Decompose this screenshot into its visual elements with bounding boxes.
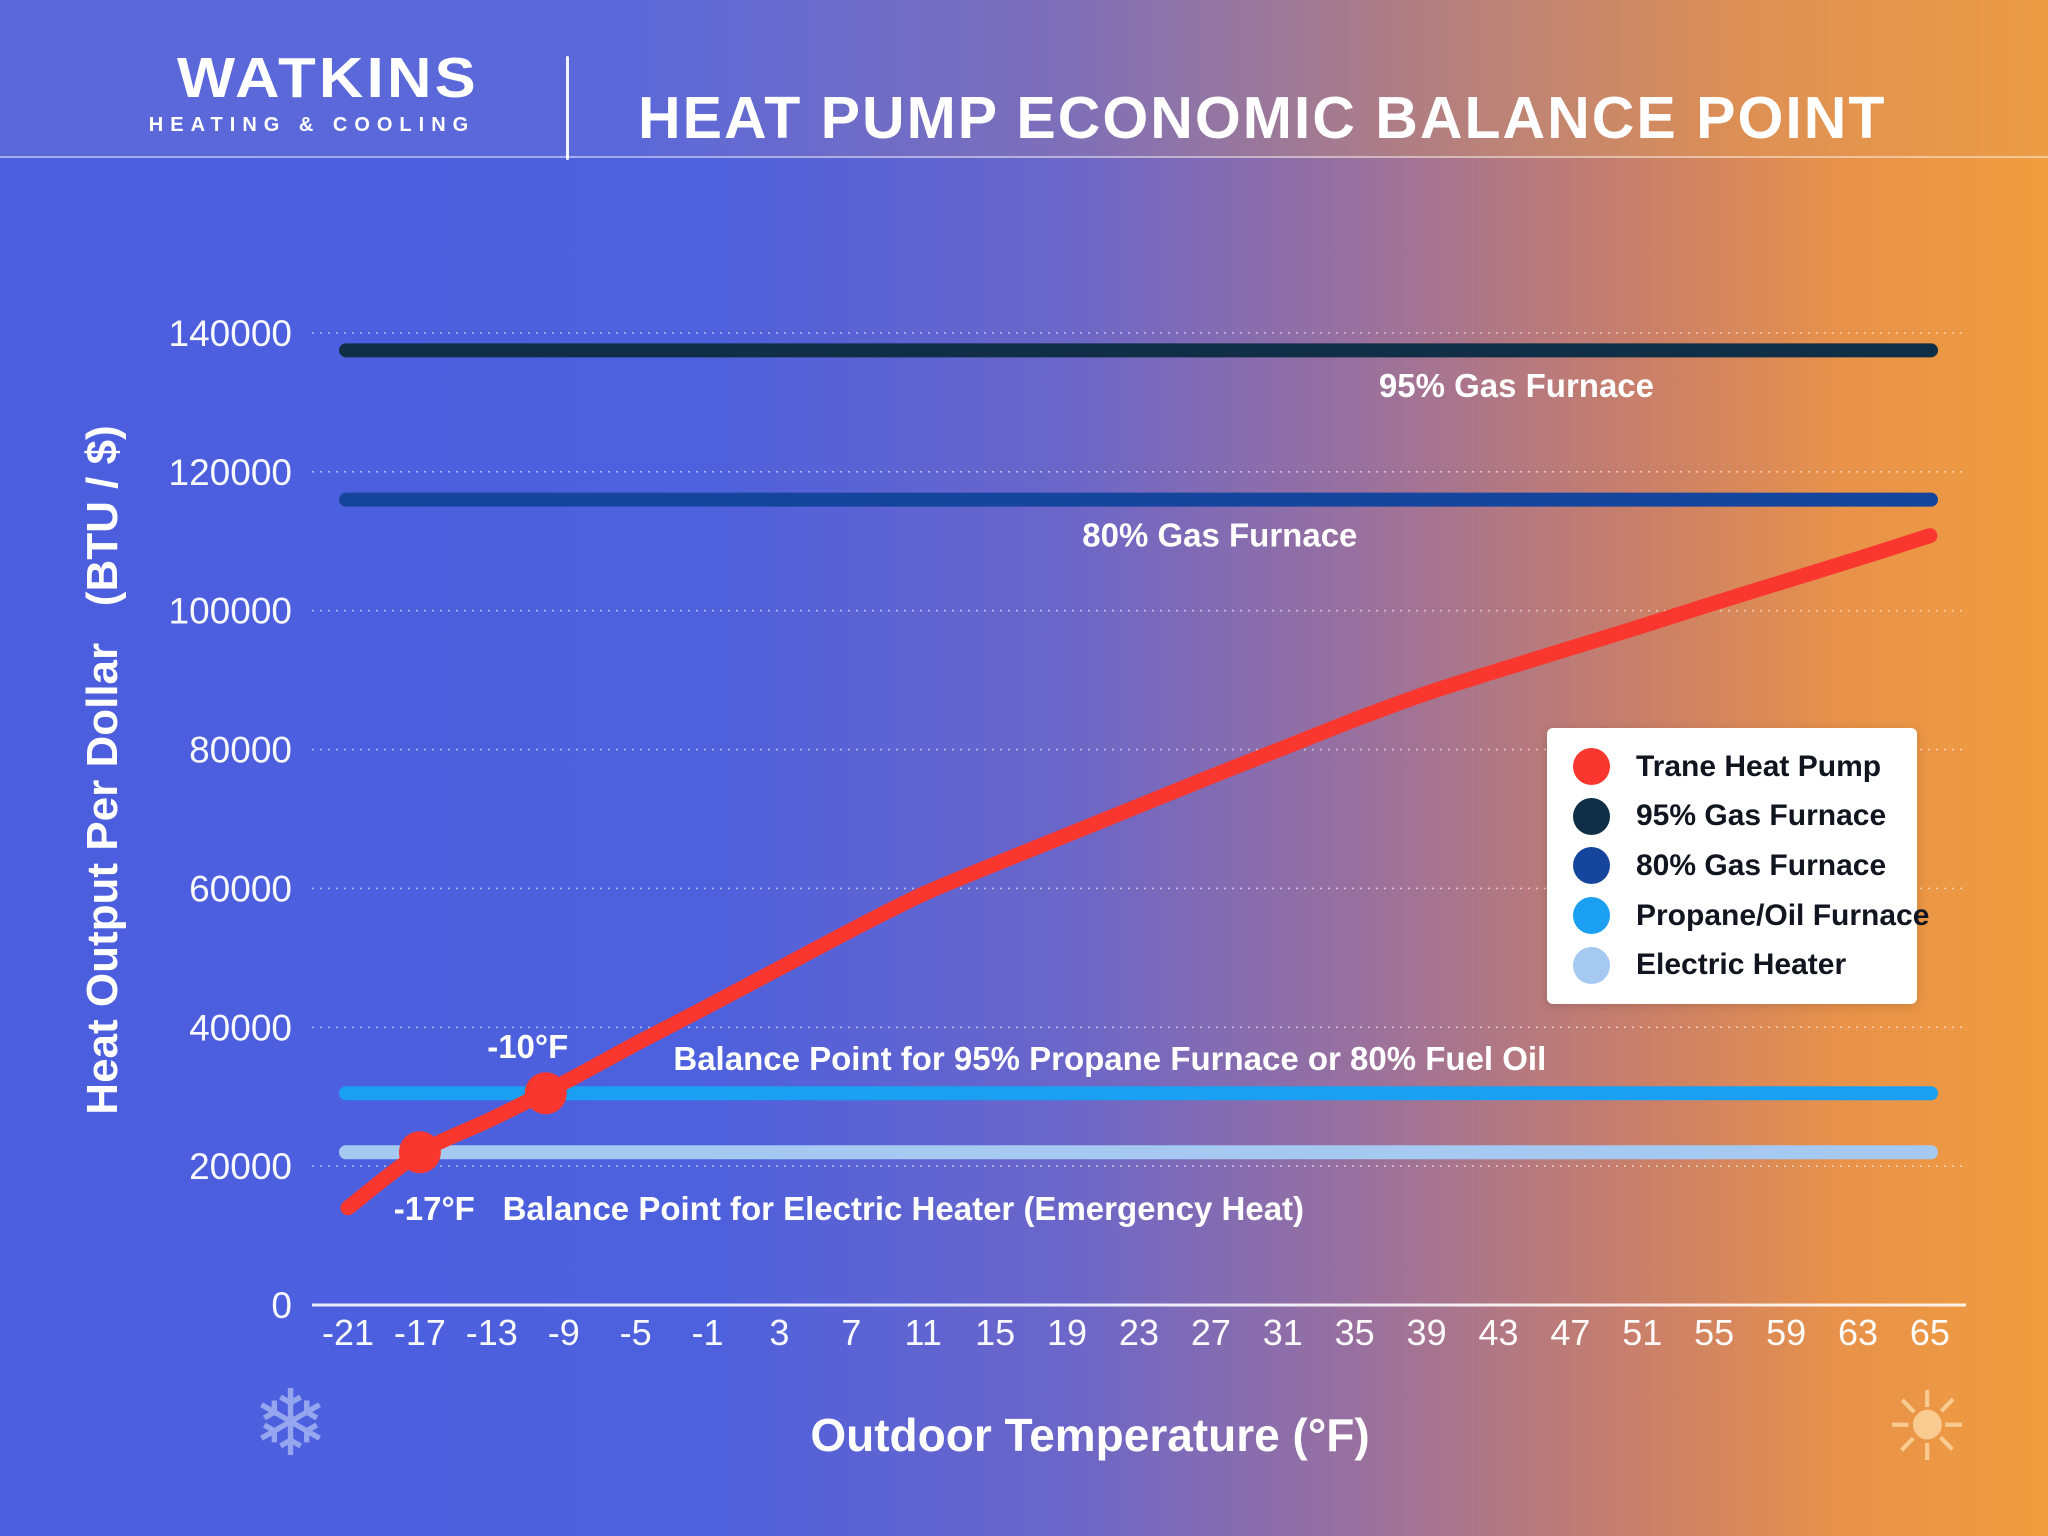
annotation-text: -17°F	[394, 1190, 475, 1227]
x-tick-label: 65	[1910, 1312, 1950, 1353]
legend-label: Trane Heat Pump	[1636, 749, 1882, 783]
legend-swatch-icon	[1573, 897, 1610, 935]
x-tick-label: 7	[841, 1312, 861, 1353]
heat-pump-curve	[340, 528, 1938, 1216]
legend-item: 95% Gas Furnace	[1573, 797, 1917, 835]
x-tick-label: 31	[1263, 1312, 1303, 1353]
x-tick-label: 11	[905, 1312, 942, 1353]
x-tick-label: -9	[548, 1312, 580, 1353]
legend-label: 80% Gas Furnace	[1636, 848, 1887, 882]
snowflake-icon: ❄	[252, 1373, 330, 1475]
y-tick-label: 0	[271, 1285, 292, 1326]
y-tick-label: 140000	[169, 313, 292, 354]
y-tick-label: 60000	[189, 868, 292, 909]
legend-item: Electric Heater	[1573, 946, 1917, 984]
x-tick-label: -5	[620, 1312, 652, 1353]
x-tick-label: 59	[1766, 1312, 1806, 1353]
company-logo: WATKINS HEATING & COOLING	[112, 50, 512, 137]
legend-swatch-icon	[1573, 797, 1610, 835]
x-tick-label: 63	[1838, 1312, 1878, 1353]
header-divider	[566, 56, 569, 160]
legend-item: Propane/Oil Furnace	[1573, 897, 1929, 935]
x-tick-label: 47	[1550, 1312, 1590, 1353]
x-tick-label: 27	[1191, 1312, 1231, 1353]
sun-icon: ☀	[1884, 1374, 1971, 1481]
balance-point-marker	[524, 1072, 567, 1115]
header-bar: WATKINS HEATING & COOLING HEAT PUMP ECON…	[0, 0, 2048, 160]
x-tick-label: 3	[769, 1312, 789, 1353]
company-tagline: HEATING & COOLING	[148, 114, 476, 136]
x-tick-label: 43	[1478, 1312, 1518, 1353]
legend-swatch-icon	[1573, 847, 1610, 885]
annotation-text: 80% Gas Furnace	[1082, 516, 1357, 553]
x-tick-label: 15	[975, 1312, 1015, 1353]
x-tick-label: -17	[394, 1312, 446, 1353]
legend-label: 95% Gas Furnace	[1636, 799, 1887, 833]
x-axis-title: Outdoor Temperature (°F)	[810, 1409, 1370, 1461]
company-name: WATKINS	[177, 46, 479, 110]
x-tick-label: 19	[1047, 1312, 1087, 1353]
x-tick-label: 51	[1622, 1312, 1662, 1353]
legend-box: Trane Heat Pump 95% Gas Furnace 80% Gas Fu…	[1547, 728, 1929, 1004]
x-tick-label: 23	[1119, 1312, 1159, 1353]
legend-item: 80% Gas Furnace	[1573, 847, 1917, 885]
x-tick-label: 35	[1335, 1312, 1375, 1353]
legend-swatch-icon	[1573, 748, 1610, 786]
y-tick-label: 20000	[189, 1146, 292, 1187]
y-tick-label: 100000	[169, 591, 292, 632]
legend-swatch-icon	[1573, 946, 1610, 984]
annotation-text: 95% Gas Furnace	[1379, 367, 1654, 404]
x-tick-label: 39	[1407, 1312, 1447, 1353]
x-tick-label: -13	[466, 1312, 518, 1353]
y-tick-label: 120000	[169, 452, 292, 493]
legend-label: Propane/Oil Furnace	[1636, 898, 1930, 932]
annotation-text: Balance Point for Electric Heater (Emerg…	[503, 1190, 1304, 1227]
y-tick-label: 80000	[189, 730, 292, 771]
legend-item: Trane Heat Pump	[1573, 748, 1917, 786]
annotation-text: -10°F	[487, 1028, 568, 1065]
page-title: HEAT PUMP ECONOMIC BALANCE POINT	[638, 85, 1887, 151]
annotation-text: Balance Point for 95% Propane Furnace or…	[673, 1040, 1546, 1077]
x-tick-label: 55	[1694, 1312, 1734, 1353]
x-tick-label: -1	[692, 1312, 724, 1353]
x-tick-label: -21	[322, 1312, 374, 1353]
balance-point-marker	[398, 1131, 441, 1174]
y-tick-label: 40000	[189, 1007, 292, 1048]
legend-label: Electric Heater	[1636, 948, 1847, 982]
